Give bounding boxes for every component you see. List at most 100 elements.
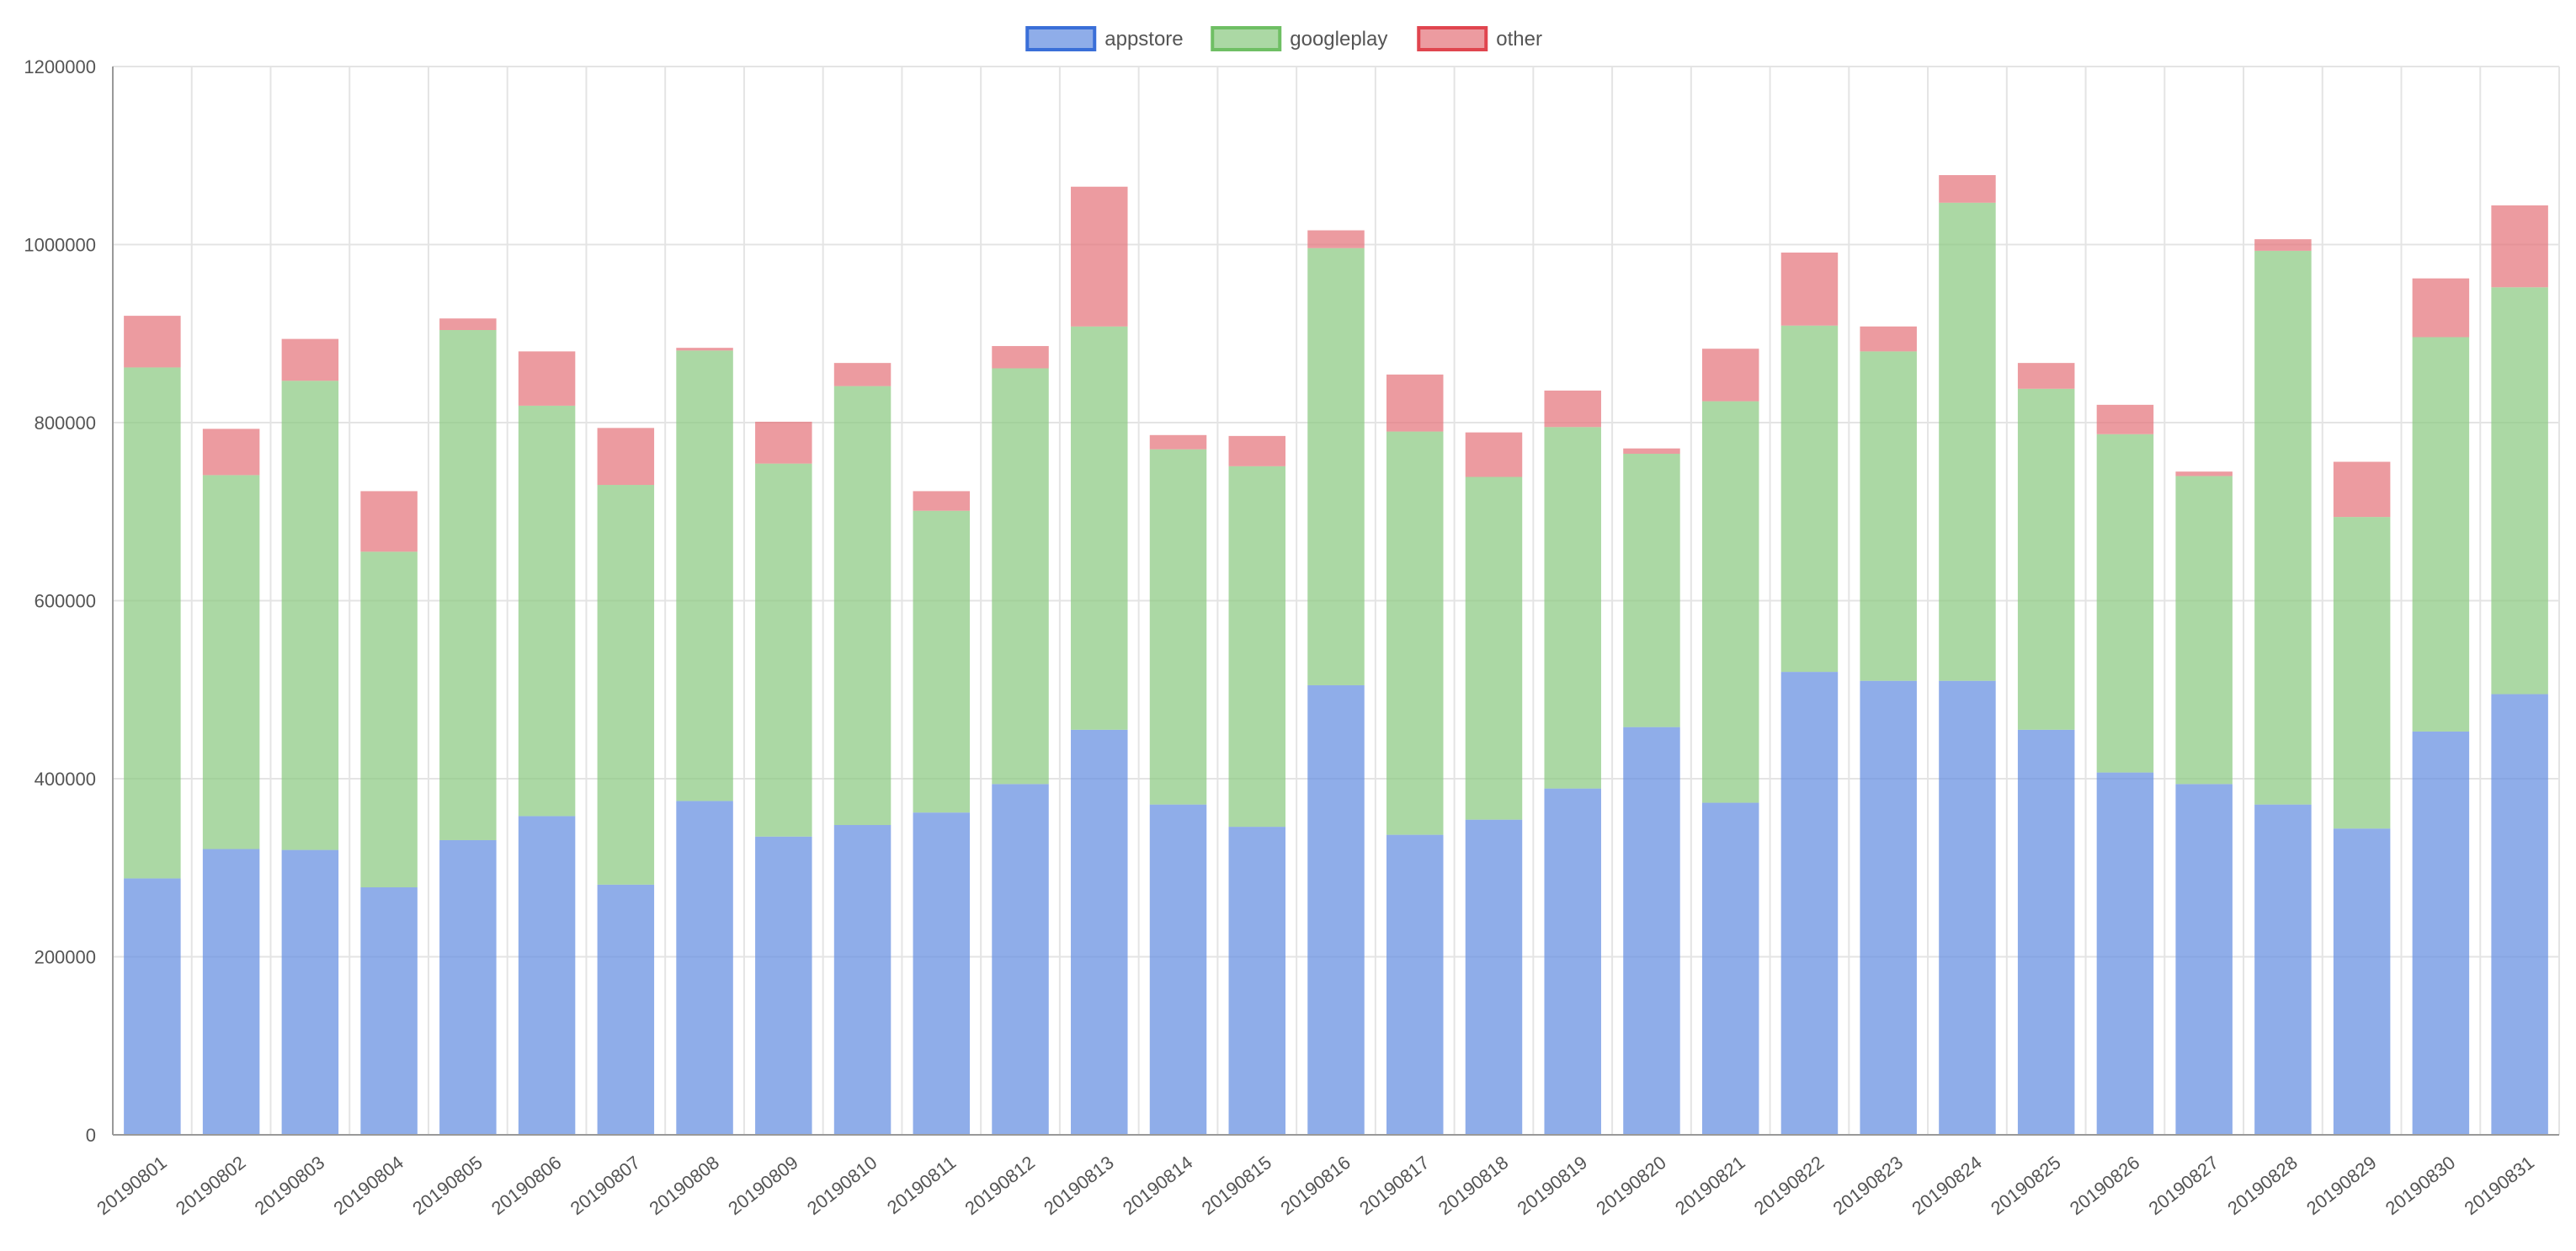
bar-other-20190828[interactable] [2254,239,2312,251]
bar-appstore-20190812[interactable] [992,784,1049,1135]
bar-other-20190817[interactable] [1386,374,1444,432]
bar-other-20190831[interactable] [2491,205,2548,288]
legend-item-googleplay[interactable]: googleplay [1211,26,1387,51]
x-tick-label: 20190831 [2461,1152,2539,1219]
x-tick-label: 20190823 [1829,1152,1908,1219]
bar-other-20190821[interactable] [1701,349,1759,402]
bar-appstore-20190831[interactable] [2491,694,2548,1135]
bar-appstore-20190813[interactable] [1071,729,1128,1135]
bar-other-20190819[interactable] [1544,390,1601,428]
legend-item-other[interactable]: other [1417,26,1542,51]
bar-other-20190818[interactable] [1465,432,1523,477]
bar-googleplay-20190818[interactable] [1465,476,1523,820]
bar-googleplay-20190814[interactable] [1149,449,1207,805]
bar-other-20190814[interactable] [1149,434,1207,450]
bar-other-20190830[interactable] [2412,278,2470,338]
bar-appstore-20190824[interactable] [1939,680,1996,1135]
bar-appstore-20190820[interactable] [1623,727,1680,1135]
bar-appstore-20190811[interactable] [913,812,971,1135]
bar-appstore-20190810[interactable] [833,824,891,1135]
bar-other-20190808[interactable] [676,348,733,351]
bar-other-20190822[interactable] [1780,253,1839,326]
bar-appstore-20190817[interactable] [1386,834,1444,1135]
bar-googleplay-20190813[interactable] [1071,326,1128,730]
bar-googleplay-20190806[interactable] [518,405,576,817]
bar-appstore-20190819[interactable] [1544,788,1601,1135]
bar-appstore-20190825[interactable] [2017,729,2075,1135]
bar-other-20190823[interactable] [1860,326,1917,352]
legend-swatch [1025,26,1097,51]
bar-appstore-20190806[interactable] [518,816,576,1135]
bar-appstore-20190804[interactable] [360,887,418,1135]
x-tick-label: 20190821 [1671,1152,1749,1219]
bar-other-20190829[interactable] [2333,461,2391,518]
bar-other-20190809[interactable] [755,421,812,464]
bar-other-20190804[interactable] [360,491,418,552]
bar-googleplay-20190831[interactable] [2491,287,2548,695]
bar-googleplay-20190826[interactable] [2096,434,2154,773]
bar-other-20190806[interactable] [518,351,576,406]
bar-appstore-20190828[interactable] [2254,804,2312,1135]
bar-appstore-20190827[interactable] [2175,784,2233,1135]
bar-googleplay-20190817[interactable] [1386,431,1444,835]
bar-googleplay-20190824[interactable] [1939,202,1996,681]
bar-other-20190825[interactable] [2017,363,2075,389]
bar-appstore-20190814[interactable] [1149,804,1207,1135]
bar-appstore-20190803[interactable] [281,849,339,1135]
bar-appstore-20190830[interactable] [2412,731,2470,1135]
bar-other-20190807[interactable] [597,428,655,486]
bar-appstore-20190809[interactable] [755,836,812,1135]
bar-other-20190827[interactable] [2175,471,2233,476]
bar-appstore-20190808[interactable] [676,801,733,1135]
bar-googleplay-20190807[interactable] [597,485,655,885]
bar-appstore-20190802[interactable] [202,849,260,1135]
bar-googleplay-20190801[interactable] [124,367,181,879]
bar-googleplay-20190821[interactable] [1701,401,1759,803]
bar-googleplay-20190828[interactable] [2254,250,2312,805]
bar-googleplay-20190804[interactable] [360,551,418,888]
bar-other-20190811[interactable] [913,491,971,511]
bar-googleplay-20190803[interactable] [281,381,339,850]
bar-googleplay-20190809[interactable] [755,463,812,837]
bar-googleplay-20190830[interactable] [2412,337,2470,732]
bar-appstore-20190829[interactable] [2333,828,2391,1135]
bar-googleplay-20190816[interactable] [1307,248,1365,685]
bar-googleplay-20190810[interactable] [833,386,891,825]
bar-other-20190803[interactable] [281,338,339,381]
bar-other-20190826[interactable] [2096,404,2154,434]
bar-googleplay-20190825[interactable] [2017,388,2075,730]
bar-other-20190820[interactable] [1623,448,1680,455]
bar-googleplay-20190805[interactable] [439,330,497,840]
bar-googleplay-20190815[interactable] [1228,466,1286,828]
bar-appstore-20190816[interactable] [1307,684,1365,1135]
bar-appstore-20190821[interactable] [1701,802,1759,1135]
bar-other-20190801[interactable] [124,316,181,368]
bar-other-20190824[interactable] [1939,175,1996,203]
legend-item-appstore[interactable]: appstore [1025,26,1184,51]
bar-appstore-20190826[interactable] [2096,772,2154,1135]
bar-googleplay-20190802[interactable] [202,475,260,849]
bar-other-20190813[interactable] [1071,186,1128,327]
bar-googleplay-20190812[interactable] [992,368,1049,785]
bar-googleplay-20190827[interactable] [2175,476,2233,785]
bar-appstore-20190818[interactable] [1465,819,1523,1135]
bar-appstore-20190815[interactable] [1228,827,1286,1135]
bar-googleplay-20190823[interactable] [1860,351,1917,681]
bar-appstore-20190822[interactable] [1780,672,1839,1135]
bar-googleplay-20190829[interactable] [2333,517,2391,829]
bar-appstore-20190823[interactable] [1860,680,1917,1135]
bar-googleplay-20190822[interactable] [1780,325,1839,673]
bar-other-20190812[interactable] [992,346,1049,369]
bar-googleplay-20190819[interactable] [1544,427,1601,789]
bar-googleplay-20190808[interactable] [676,350,733,801]
bar-other-20190815[interactable] [1228,435,1286,466]
bar-googleplay-20190811[interactable] [913,510,971,813]
bar-appstore-20190801[interactable] [124,878,181,1135]
bar-other-20190810[interactable] [833,363,891,386]
bar-other-20190805[interactable] [439,318,497,331]
bar-appstore-20190805[interactable] [439,839,497,1135]
bar-appstore-20190807[interactable] [597,884,655,1135]
bar-other-20190802[interactable] [202,429,260,476]
bar-other-20190816[interactable] [1307,230,1365,248]
bar-googleplay-20190820[interactable] [1623,454,1680,727]
